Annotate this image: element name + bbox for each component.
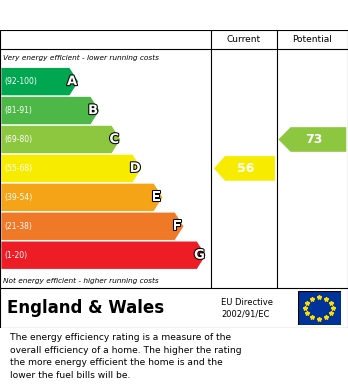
Text: (21-38): (21-38) <box>4 222 32 231</box>
Text: EU Directive
2002/91/EC: EU Directive 2002/91/EC <box>221 298 273 318</box>
Text: 73: 73 <box>306 133 323 146</box>
Text: (1-20): (1-20) <box>4 251 27 260</box>
Bar <box>0 30 348 48</box>
Polygon shape <box>1 68 78 95</box>
Text: (92-100): (92-100) <box>4 77 37 86</box>
Polygon shape <box>1 126 120 153</box>
Polygon shape <box>214 156 275 181</box>
Text: England & Wales: England & Wales <box>7 299 164 317</box>
Polygon shape <box>1 184 163 211</box>
Text: Current: Current <box>227 35 261 44</box>
Polygon shape <box>1 97 99 124</box>
Text: D: D <box>130 162 141 175</box>
Text: G: G <box>194 249 205 262</box>
Text: (55-68): (55-68) <box>4 164 32 173</box>
Text: F: F <box>173 220 182 233</box>
Text: A: A <box>67 75 77 88</box>
Text: Not energy efficient - higher running costs: Not energy efficient - higher running co… <box>3 278 159 284</box>
Text: C: C <box>109 133 119 146</box>
Polygon shape <box>278 127 346 152</box>
Text: Potential: Potential <box>292 35 332 44</box>
Text: Very energy efficient - lower running costs: Very energy efficient - lower running co… <box>3 55 159 61</box>
Polygon shape <box>1 155 141 182</box>
Text: (81-91): (81-91) <box>4 106 32 115</box>
Text: Energy Efficiency Rating: Energy Efficiency Rating <box>10 7 220 23</box>
Text: E: E <box>152 191 161 204</box>
Text: (39-54): (39-54) <box>4 193 32 202</box>
Polygon shape <box>1 213 183 240</box>
Text: (69-80): (69-80) <box>4 135 32 144</box>
Text: 56: 56 <box>237 162 255 175</box>
Text: B: B <box>88 104 98 117</box>
Polygon shape <box>1 242 206 269</box>
Text: The energy efficiency rating is a measure of the
overall efficiency of a home. T: The energy efficiency rating is a measur… <box>10 333 242 380</box>
